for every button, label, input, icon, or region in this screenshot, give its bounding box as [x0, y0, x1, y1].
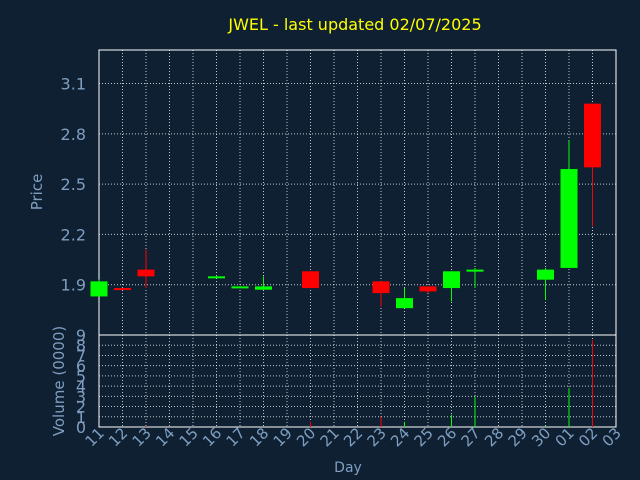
volume-tick-label: 1 [76, 408, 86, 427]
candle-body [537, 269, 554, 280]
price-tick-label: 2.5 [61, 175, 86, 194]
candle-body [584, 103, 601, 168]
volume-tick-label: 9 [76, 326, 86, 345]
candle-body [114, 288, 131, 291]
price-tick-label: 3.1 [61, 75, 86, 94]
candle-body [302, 271, 319, 289]
price-axis-label: Price [28, 174, 46, 211]
price-tick-label: 2.2 [61, 225, 86, 244]
candle-body [137, 269, 155, 277]
candle-body [466, 269, 484, 272]
volume-tick-label: 0 [76, 418, 86, 437]
volume-axis-label: Volume (0000) [50, 326, 68, 436]
candle-body [231, 286, 249, 289]
candle-body [396, 298, 413, 309]
candle-body [90, 281, 108, 297]
price-axis: 1.9 2.2 2.5 2.8 3.1 [61, 75, 86, 295]
price-tick-label: 2.8 [61, 125, 86, 144]
candle-body [443, 271, 460, 289]
candle-body [419, 286, 437, 292]
x-axis-label: Day [334, 460, 362, 476]
chart-title: JWEL - last updated 02/07/2025 [227, 15, 481, 34]
volume-grid [98, 334, 617, 428]
volume-tick-label: 5 [76, 367, 86, 386]
volume-tick-label: 8 [76, 336, 86, 355]
candle-body [255, 286, 272, 290]
candle-body [208, 276, 225, 279]
candle-body [560, 169, 578, 268]
volume-tick-label: 2 [76, 398, 86, 417]
x-axis: 1112131415161718192021222324252627282930… [82, 424, 625, 450]
price-tick-label: 1.9 [61, 276, 86, 295]
volume-tick-label: 4 [76, 377, 86, 396]
candle-body [372, 281, 390, 294]
volume-tick-label: 7 [76, 346, 86, 365]
candles [90, 103, 601, 309]
volume-tick-label: 6 [76, 357, 86, 376]
volume-tick-label: 3 [76, 387, 86, 406]
volume-bars [145, 340, 593, 427]
